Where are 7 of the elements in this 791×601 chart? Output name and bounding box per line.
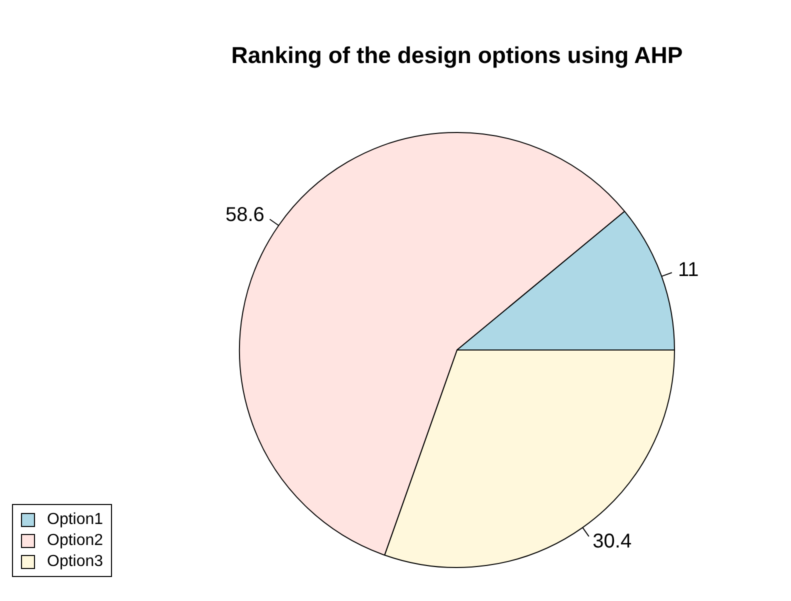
chart-title: Ranking of the design options using AHP [230,42,684,69]
data-label: 11 [678,258,699,281]
data-label: 30.4 [592,530,632,552]
data-label: 58.6 [225,204,264,226]
legend-label: Option2 [47,531,104,551]
legend-label: Option3 [47,552,104,572]
legend-label: Option1 [47,510,104,530]
